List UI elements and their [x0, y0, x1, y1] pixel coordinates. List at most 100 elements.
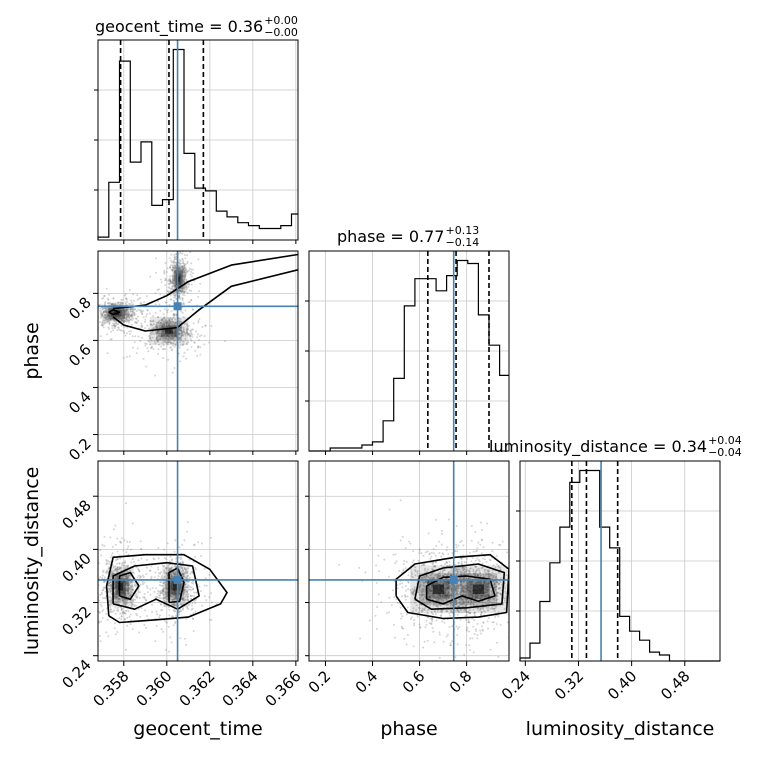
sample-point — [113, 528, 115, 531]
sample-point — [159, 337, 162, 340]
sample-point — [124, 577, 127, 580]
sample-point — [178, 282, 181, 285]
sample-point — [169, 596, 172, 598]
sample-point — [180, 329, 183, 332]
sample-point — [116, 600, 119, 603]
panel-background — [98, 461, 298, 661]
sample-point — [173, 571, 176, 574]
sample-point — [178, 594, 181, 597]
sample-point — [130, 301, 133, 304]
sample-point — [404, 596, 407, 598]
sample-point — [94, 597, 96, 599]
sample-point — [412, 591, 415, 594]
sample-point — [123, 312, 126, 315]
sample-point — [123, 580, 126, 583]
sample-point — [174, 572, 177, 575]
sample-point — [182, 340, 185, 343]
sample-point — [107, 318, 110, 321]
sample-point — [159, 309, 162, 312]
sample-point — [118, 598, 121, 601]
sample-point — [146, 308, 148, 311]
sample-point — [170, 323, 173, 326]
sample-point — [128, 302, 131, 305]
sample-point — [181, 265, 184, 268]
sample-point — [454, 605, 457, 608]
sample-point — [445, 588, 448, 591]
sample-point — [180, 277, 183, 280]
sample-point — [115, 592, 118, 595]
sample-point — [435, 581, 438, 584]
sample-point — [154, 342, 157, 345]
sample-point — [94, 314, 96, 316]
sample-point — [166, 594, 169, 597]
sample-point — [468, 572, 471, 575]
sample-point — [109, 536, 112, 539]
sample-point — [165, 301, 168, 304]
sample-point — [171, 598, 174, 601]
sample-point — [190, 299, 193, 302]
sample-point — [181, 288, 184, 291]
sample-point — [135, 317, 138, 320]
sample-point — [438, 633, 441, 636]
sample-point — [464, 609, 467, 611]
sample-point — [81, 338, 83, 340]
sample-point — [460, 587, 463, 590]
sample-point — [168, 318, 171, 321]
sample-point — [419, 585, 422, 588]
sample-point — [155, 327, 158, 330]
sample-point — [111, 570, 114, 573]
sample-point — [120, 319, 123, 322]
sample-point — [115, 595, 118, 598]
sample-point — [172, 591, 175, 594]
sample-point — [108, 301, 111, 304]
sample-point — [436, 610, 439, 613]
sample-point — [128, 316, 131, 319]
sample-point — [402, 563, 405, 565]
sample-point — [117, 316, 120, 319]
sample-point — [144, 318, 147, 321]
sample-point — [119, 312, 122, 315]
sample-point — [429, 590, 432, 593]
sample-point — [404, 595, 407, 598]
sample-point — [196, 336, 199, 339]
sample-point — [164, 284, 167, 287]
sample-point — [167, 335, 169, 338]
sample-points — [338, 499, 509, 659]
sample-point — [167, 290, 170, 293]
sample-point — [110, 584, 113, 586]
sample-point — [169, 576, 172, 579]
sample-point — [445, 549, 448, 552]
sample-point — [448, 571, 450, 574]
sample-point — [135, 566, 138, 569]
sample-point — [170, 573, 173, 576]
sample-point — [131, 628, 134, 630]
sample-point — [187, 588, 190, 591]
sample-point — [109, 315, 112, 317]
sample-point — [110, 316, 113, 319]
sample-point — [121, 580, 124, 583]
density-bin — [165, 328, 173, 334]
sample-point — [138, 309, 141, 312]
sample-point — [120, 314, 123, 317]
sample-point — [114, 315, 117, 318]
sample-point — [419, 581, 422, 584]
sample-point — [131, 310, 134, 313]
sample-point — [169, 290, 172, 293]
sample-point — [124, 309, 127, 312]
sample-point — [123, 584, 126, 587]
sample-point — [185, 287, 188, 290]
sample-point — [181, 272, 184, 274]
sample-point — [166, 321, 169, 324]
sample-point — [108, 314, 111, 317]
sample-point — [124, 588, 127, 591]
sample-point — [179, 558, 182, 561]
sample-point — [436, 576, 439, 579]
sample-point — [184, 266, 187, 269]
sample-point — [118, 313, 121, 316]
sample-point — [182, 569, 185, 572]
sample-point — [434, 596, 437, 599]
sample-point — [188, 334, 191, 337]
sample-point — [181, 273, 184, 276]
sample-point — [404, 589, 407, 592]
sample-point — [447, 582, 450, 585]
